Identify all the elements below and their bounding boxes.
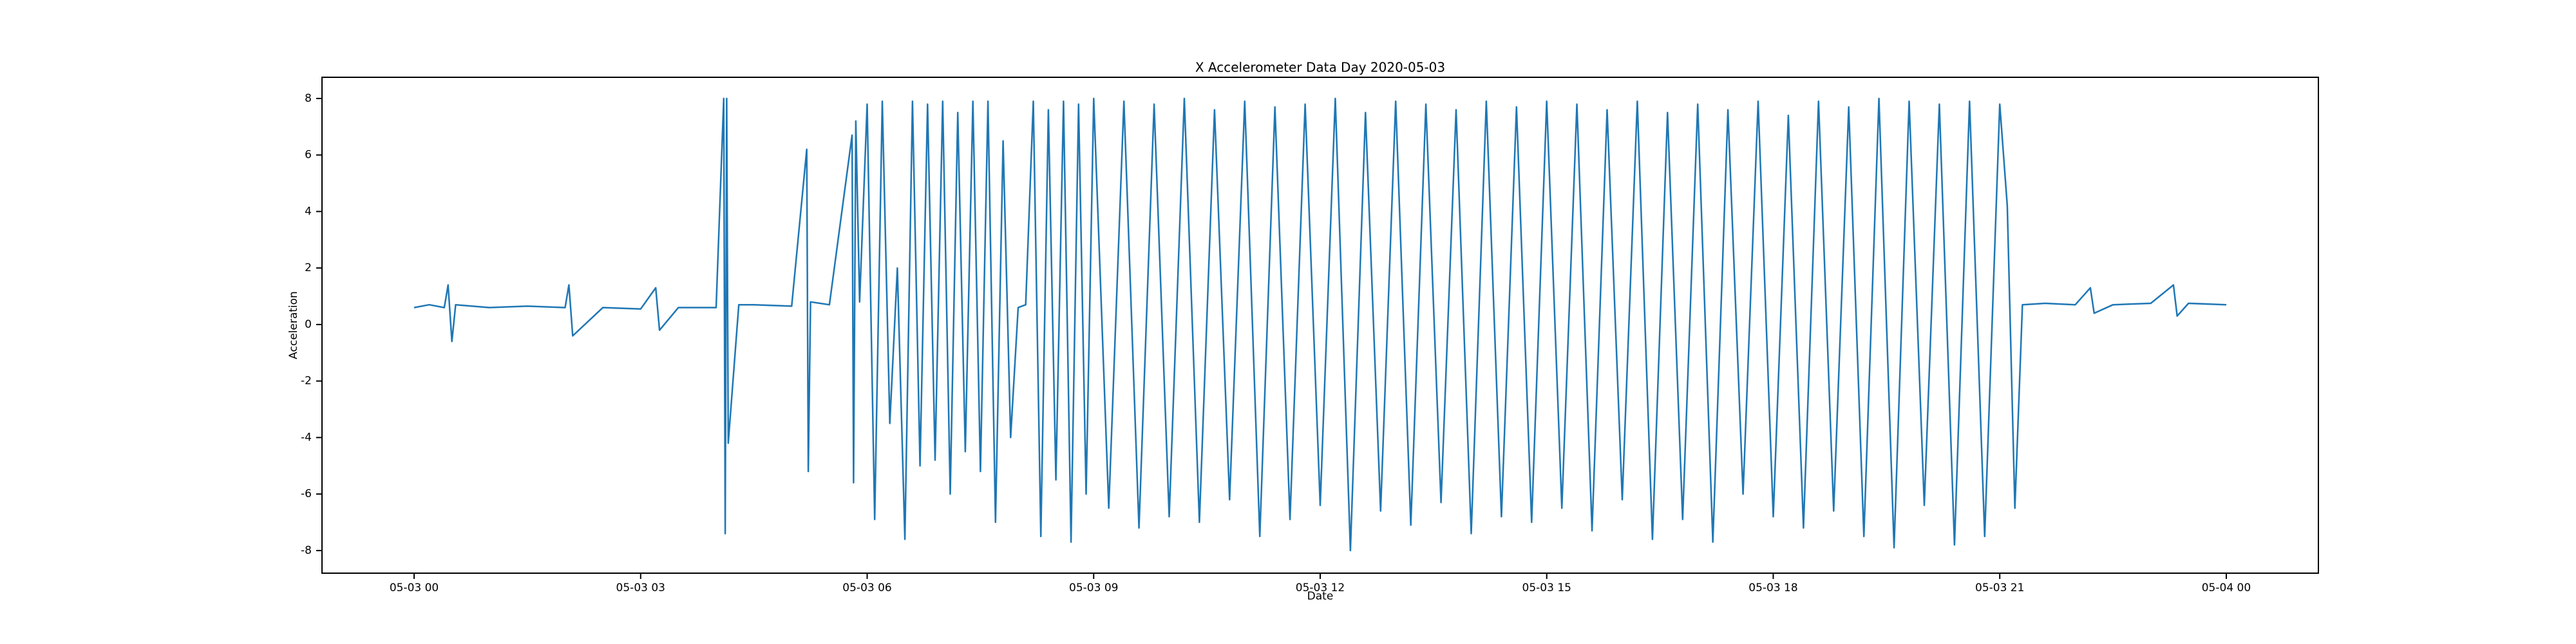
y-tick-label: 2 <box>305 261 312 274</box>
y-tick-label: 8 <box>305 92 312 105</box>
x-tick-label: 05-03 06 <box>842 582 891 594</box>
y-tick-label: 0 <box>305 318 312 331</box>
x-tick-label: 05-03 15 <box>1522 582 1571 594</box>
x-tick-label: 05-03 21 <box>1975 582 2024 594</box>
y-tick-label: 4 <box>305 205 312 218</box>
x-tick-label: 05-03 09 <box>1069 582 1118 594</box>
x-tick-label: 05-04 00 <box>2202 582 2251 594</box>
plot-frame <box>321 77 2319 574</box>
x-tick-label: 05-03 03 <box>616 582 665 594</box>
y-tick-label: -6 <box>301 488 312 500</box>
y-tick-label: -2 <box>301 375 312 388</box>
x-tick-label: 05-03 12 <box>1296 582 1345 594</box>
x-tick-label: 05-03 00 <box>390 582 439 594</box>
x-axis-label: Date <box>1307 590 1334 603</box>
chart-title: X Accelerometer Data Day 2020-05-03 <box>1195 60 1445 75</box>
y-tick-label: -4 <box>301 431 312 444</box>
x-tick-label: 05-03 18 <box>1748 582 1797 594</box>
y-axis-label: Acceleration <box>287 291 300 359</box>
y-tick-label: 6 <box>305 149 312 162</box>
y-tick-label: -8 <box>301 544 312 557</box>
data-line <box>413 97 2227 552</box>
